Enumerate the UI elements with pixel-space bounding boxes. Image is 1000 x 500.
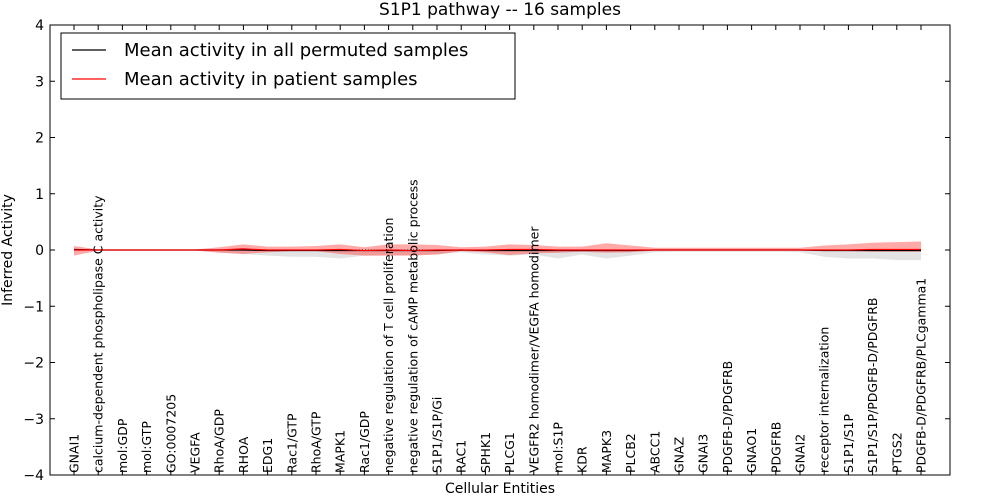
series-1-band	[74, 248, 921, 261]
x-tick-label: PDGFB-D/PDGFRB/PLCgamma1	[914, 278, 929, 473]
y-tick-label: −1	[23, 299, 44, 315]
x-tick-label: GNAI2	[793, 434, 808, 473]
x-tick-label: PTGS2	[889, 432, 904, 473]
x-tick-label: SPHK1	[478, 432, 493, 473]
y-tick-label: 2	[35, 131, 44, 147]
x-tick-label: ABCC1	[647, 431, 662, 473]
x-tick-label: GNAZ	[672, 437, 687, 473]
x-tick-label: VEGFR2 homodimer/VEGFA homodimer	[526, 226, 541, 473]
x-tick-label: GNAI1	[67, 434, 82, 473]
x-tick-label: RhoA/GDP	[212, 409, 227, 473]
x-tick-label: receptor internalization	[817, 327, 832, 473]
x-tick-label: MAPK3	[599, 430, 614, 473]
y-tick-label: 0	[35, 243, 44, 259]
x-tick-label: GNAO1	[744, 428, 759, 473]
x-axis-label: Cellular Entities	[445, 481, 555, 497]
series-2-line	[74, 248, 921, 252]
x-tick-label: S1P1/S1P	[841, 414, 856, 473]
x-tick-label: RhoA/GTP	[309, 411, 324, 473]
x-tick-label: Rac1/GTP	[284, 413, 299, 473]
x-tick-label: Rac1/GDP	[357, 411, 372, 473]
x-tick-label: mol:GDP	[115, 418, 130, 473]
x-tick-label: mol:GTP	[139, 421, 154, 473]
x-tick-label: S1P1/S1P/Gi	[430, 397, 445, 473]
x-tick-label: RHOA	[236, 436, 251, 473]
x-tick-label: mol:S1P	[551, 422, 566, 473]
series-2-band	[74, 241, 921, 256]
x-tick-label: EDG1	[260, 438, 275, 473]
y-tick-label: −3	[23, 412, 44, 428]
x-tick-label: RAC1	[454, 440, 469, 473]
y-tick-label: 3	[35, 74, 44, 90]
y-tick-label: −4	[23, 468, 44, 484]
x-tick-label: KDR	[575, 446, 590, 473]
x-tick-label: PLCB2	[623, 433, 638, 473]
x-tick-label: PLCG1	[502, 432, 517, 473]
x-tick-label: MAPK1	[333, 430, 348, 473]
x-tick-label: PDGFB-D/PDGFRB	[720, 361, 735, 473]
legend-entry-1: Mean activity in all permuted samples	[124, 40, 468, 61]
legend-box	[60, 32, 516, 100]
y-tick-label: −2	[23, 356, 44, 372]
y-axis-label: Inferred Activity	[0, 194, 16, 306]
x-tick-label: GO:0007205	[163, 394, 178, 473]
plot-area: 4 3 2 1 0 −1 −2 −3 −4 GNAI1 calcium-dependent phos…	[23, 18, 951, 484]
x-tick-label: S1P1/S1P/PDGFB-D/PDGFRB	[865, 298, 880, 474]
legend: Mean activity in all permuted samples Mea…	[60, 32, 516, 100]
x-tick-label: calcium-dependent phospholipase C activi…	[91, 195, 106, 473]
legend-entry-2: Mean activity in patient samples	[124, 69, 418, 90]
chart-title: S1P1 pathway -- 16 samples	[379, 0, 621, 20]
x-tick-label: negative regulation of cAMP metabolic pr…	[405, 179, 420, 473]
y-tick-label: 1	[35, 187, 44, 203]
x-tick-label: GNAI3	[696, 434, 711, 473]
x-tick-label: VEGFA	[188, 432, 203, 473]
y-tick-label: 4	[35, 18, 44, 34]
x-tick-label: PDGFRB	[768, 422, 783, 473]
x-tick-label: negative regulation of T cell proliferat…	[381, 218, 396, 473]
